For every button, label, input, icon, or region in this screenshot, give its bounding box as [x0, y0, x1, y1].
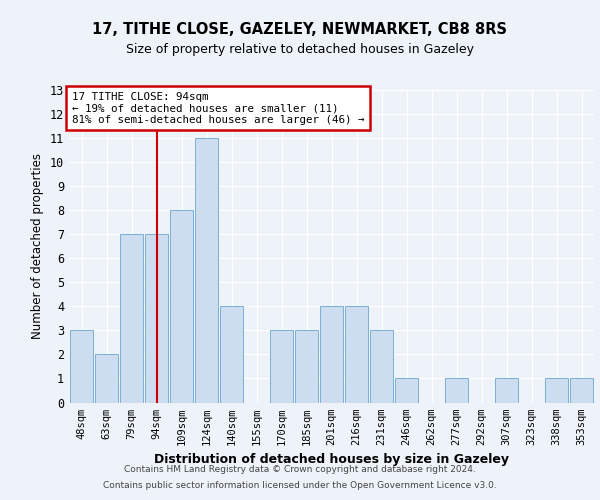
Bar — [320, 306, 343, 402]
Bar — [270, 330, 293, 402]
X-axis label: Distribution of detached houses by size in Gazeley: Distribution of detached houses by size … — [154, 453, 509, 466]
Bar — [145, 234, 168, 402]
Bar — [220, 306, 243, 402]
Text: Contains public sector information licensed under the Open Government Licence v3: Contains public sector information licen… — [103, 481, 497, 490]
Bar — [120, 234, 143, 402]
Y-axis label: Number of detached properties: Number of detached properties — [31, 153, 44, 339]
Bar — [295, 330, 318, 402]
Bar — [345, 306, 368, 402]
Text: 17, TITHE CLOSE, GAZELEY, NEWMARKET, CB8 8RS: 17, TITHE CLOSE, GAZELEY, NEWMARKET, CB8… — [92, 22, 508, 38]
Bar — [195, 138, 218, 402]
Text: Contains HM Land Registry data © Crown copyright and database right 2024.: Contains HM Land Registry data © Crown c… — [124, 465, 476, 474]
Bar — [370, 330, 393, 402]
Bar — [70, 330, 93, 402]
Text: 17 TITHE CLOSE: 94sqm
← 19% of detached houses are smaller (11)
81% of semi-deta: 17 TITHE CLOSE: 94sqm ← 19% of detached … — [71, 92, 364, 125]
Bar — [170, 210, 193, 402]
Bar — [445, 378, 468, 402]
Text: Size of property relative to detached houses in Gazeley: Size of property relative to detached ho… — [126, 42, 474, 56]
Bar — [570, 378, 593, 402]
Bar — [545, 378, 568, 402]
Bar — [495, 378, 518, 402]
Bar — [95, 354, 118, 403]
Bar — [395, 378, 418, 402]
